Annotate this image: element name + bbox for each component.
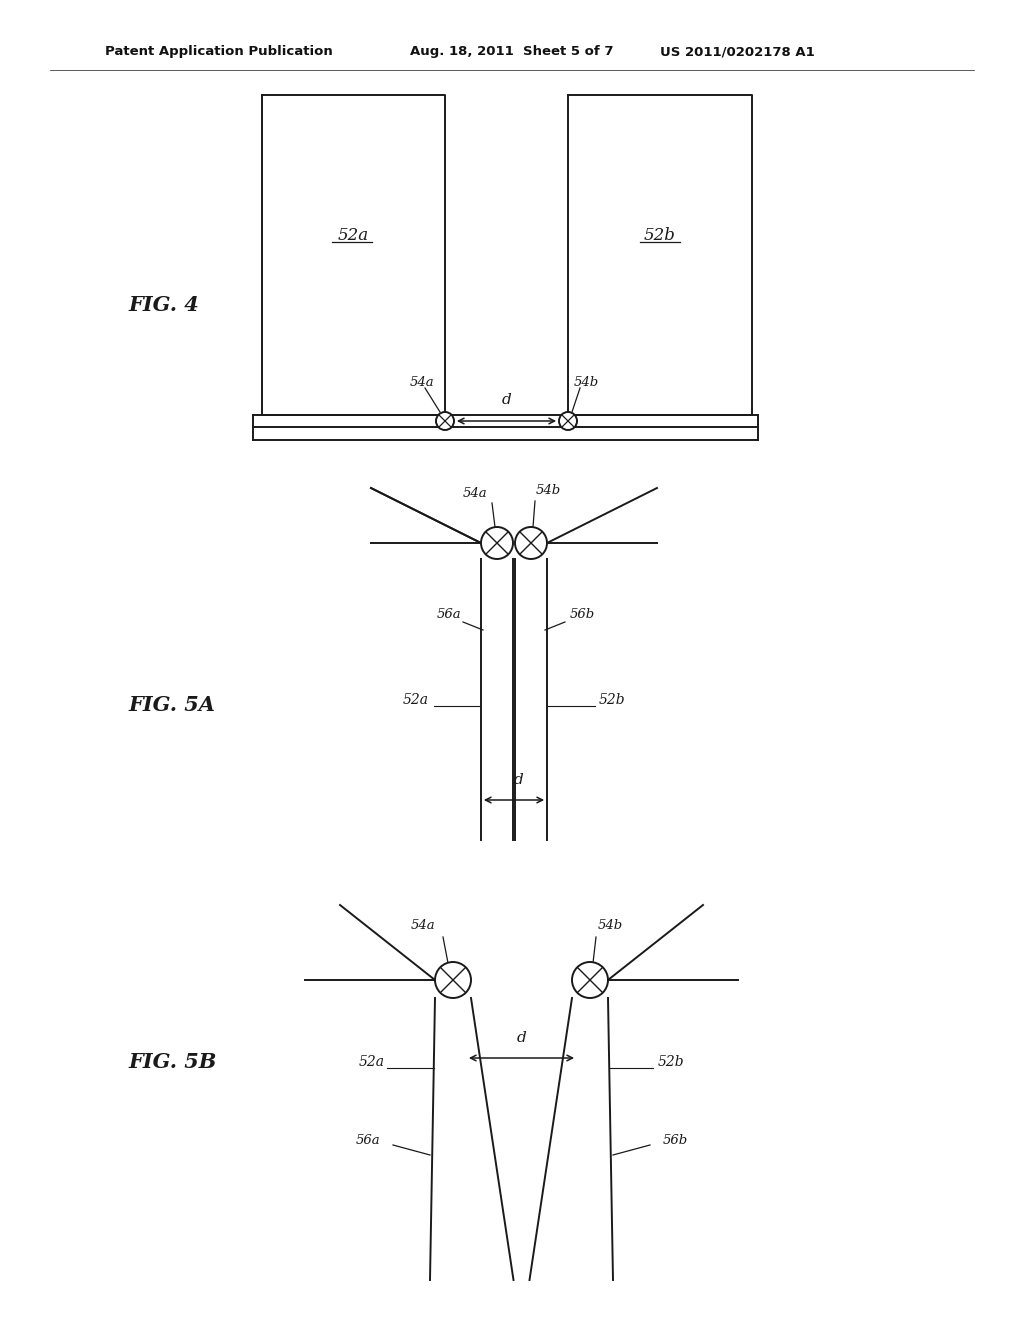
Text: d: d — [514, 774, 524, 787]
Text: FIG. 5A: FIG. 5A — [128, 696, 215, 715]
Text: d: d — [502, 393, 511, 407]
Circle shape — [436, 412, 454, 430]
Text: 56b: 56b — [663, 1134, 688, 1147]
Text: 52b: 52b — [599, 693, 626, 708]
Text: 56a: 56a — [355, 1134, 380, 1147]
Circle shape — [481, 527, 513, 558]
Text: 52a: 52a — [338, 227, 369, 243]
Text: 56a: 56a — [436, 609, 462, 622]
Text: 54b: 54b — [536, 484, 561, 498]
Text: 54b: 54b — [598, 919, 624, 932]
Text: 52a: 52a — [359, 1055, 385, 1069]
Text: Aug. 18, 2011  Sheet 5 of 7: Aug. 18, 2011 Sheet 5 of 7 — [410, 45, 613, 58]
Circle shape — [435, 962, 471, 998]
Text: 54a: 54a — [410, 376, 434, 389]
Text: 52a: 52a — [403, 693, 429, 708]
Text: FIG. 5B: FIG. 5B — [128, 1052, 216, 1072]
Text: 54a: 54a — [411, 919, 435, 932]
Text: 56b: 56b — [569, 609, 595, 622]
Circle shape — [559, 412, 577, 430]
Circle shape — [572, 962, 608, 998]
Text: 52b: 52b — [658, 1055, 685, 1069]
Circle shape — [515, 527, 547, 558]
Text: Patent Application Publication: Patent Application Publication — [105, 45, 333, 58]
Text: 54b: 54b — [574, 376, 599, 389]
Text: 54a: 54a — [463, 487, 487, 500]
Text: US 2011/0202178 A1: US 2011/0202178 A1 — [660, 45, 815, 58]
Text: 52b: 52b — [644, 227, 676, 243]
Text: d: d — [517, 1031, 526, 1045]
Text: FIG. 4: FIG. 4 — [128, 294, 199, 315]
